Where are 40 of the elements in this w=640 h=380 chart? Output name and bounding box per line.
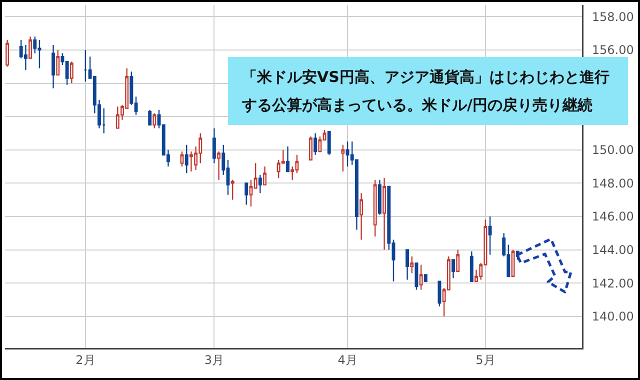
candlestick: [360, 192, 364, 240]
candlestick: [6, 39, 10, 68]
y-tick-label: 156.00: [592, 43, 634, 58]
candlestick: [28, 36, 32, 59]
candlestick: [56, 49, 60, 76]
candlestick: [511, 249, 515, 277]
y-tick-label: 148.00: [592, 176, 634, 190]
candlestick: [470, 250, 474, 282]
y-tick-label: 146.00: [592, 210, 634, 224]
candlestick: [406, 249, 410, 280]
candlestick: [180, 150, 184, 168]
candlestick: [314, 132, 318, 156]
annotation: 「米ドル安VS円高、アジア通貨高」はじわじわと進行する公算が高まっている。米ドル/円の戻り売り継続: [228, 57, 628, 125]
candlestick: [488, 216, 492, 256]
candlestick: [24, 44, 28, 71]
candlestick: [373, 179, 377, 238]
x-tick-label: 3月: [204, 352, 224, 367]
y-tick-label: 144.00: [592, 242, 634, 257]
candlestick: [327, 130, 331, 156]
candlestick: [410, 256, 414, 274]
candlestick: [148, 109, 152, 126]
candlestick: [456, 249, 460, 272]
y-tick-label: 140.00: [592, 310, 634, 324]
candlestick: [419, 264, 423, 290]
candlestick: [378, 179, 382, 216]
y-tick-label: 142.00: [592, 276, 634, 290]
x-tick-label: 4月: [338, 352, 358, 367]
candlestick: [341, 144, 345, 172]
x-tick-label: 2月: [76, 352, 96, 367]
candlestick: [84, 49, 88, 82]
y-tick-label: 158.00: [592, 10, 634, 24]
y-tick-label: 150.00: [592, 143, 634, 158]
candlestick: [184, 144, 188, 174]
x-tick-label: 5月: [476, 352, 496, 367]
candlestick: [152, 112, 156, 129]
candlestick: [52, 44, 55, 89]
candlestick: [70, 61, 74, 84]
candlestick: [382, 178, 386, 250]
candlestick: [452, 259, 455, 279]
candlestick: [424, 274, 428, 282]
